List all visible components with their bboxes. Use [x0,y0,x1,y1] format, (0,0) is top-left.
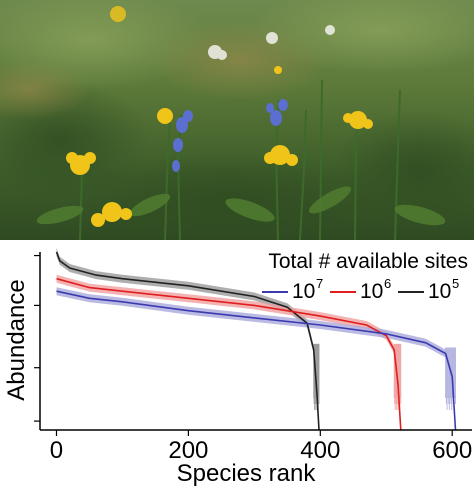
legend-label: 10 [292,280,315,303]
series-line [55,251,320,431]
x-tick-label: 600 [432,437,472,464]
legend-label: 10 [360,280,383,303]
x-tick-label: 0 [50,437,63,464]
x-tick-label: 200 [168,437,208,464]
axes [39,252,472,431]
axis-ticks: 0 200 400 600 [34,254,472,464]
legend-label-exponent: 5 [452,276,459,291]
y-axis-label: Abundance [3,279,30,400]
series-lines [55,251,457,431]
rank-abundance-chart: 0 200 400 600 Abundance Species rank Total … [0,240,474,495]
legend-label-exponent: 6 [384,276,391,291]
chart-svg: 0 200 400 600 Abundance Species rank Total … [3,248,472,487]
meadow-flowers-photo [0,0,474,240]
x-tick-label: 400 [300,437,340,464]
meadow-flowers-image [0,0,474,240]
legend-label: 10 [428,280,451,303]
x-axis-label: Species rank [177,460,317,487]
legend: 10 7 10 6 10 5 [262,276,459,303]
series-band [56,287,456,434]
series-line [56,277,402,431]
legend-title: Total # available sites [268,250,468,273]
series-line [56,290,457,431]
series-bands [56,248,456,434]
series-band [56,248,319,434]
legend-label-exponent: 7 [316,276,323,291]
